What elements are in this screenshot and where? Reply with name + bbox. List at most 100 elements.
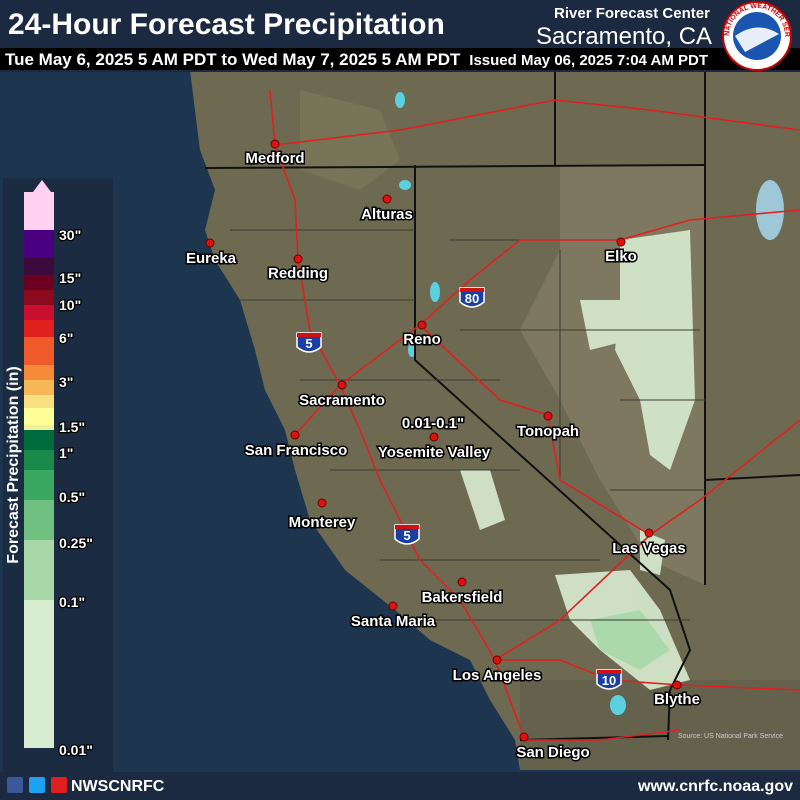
legend-label: 0.1" [59,594,85,610]
legend-band [24,365,54,380]
date-bar [0,48,800,70]
plateau-terrain [300,90,400,190]
precip-area [640,530,665,575]
legend-label: 0.5" [59,489,85,505]
city-label: Reno [403,331,441,348]
city-dot [337,380,347,390]
legend-band [24,600,54,748]
legend-label: 6" [59,330,73,346]
interstate-shield [596,669,622,690]
legend-band [24,500,54,540]
issued-time: Issued May 06, 2025 7:04 AM PDT [469,52,708,69]
city-label: San Francisco [245,442,348,459]
legend-label: 0.25" [59,535,93,551]
shield-number: 80 [465,291,479,306]
twitter-icon[interactable] [29,777,45,793]
legend-band [24,290,54,305]
city-dot [519,732,529,742]
city-label: Blythe [654,691,700,708]
shield-number: 5 [403,528,410,543]
city-dot [644,528,654,538]
lake [430,282,440,302]
shield-number: 5 [305,336,312,351]
city-dot [616,237,626,247]
city-label: Los Angeles [453,667,542,684]
legend-title: Forecast Precipitation (in) [5,366,22,563]
city-dot [388,601,398,611]
precip-area [615,230,695,470]
footer-bar [0,772,800,800]
city-label: Las Vegas [612,540,685,557]
legend: Forecast Precipitation (in) 30" 15" 10" 6" 3… [3,178,113,772]
legend-band [24,320,54,337]
highway [274,99,800,146]
lake [756,180,784,240]
city-dot [270,139,280,149]
city-dot [672,680,682,690]
legend-top [24,192,54,230]
precip-area-higher [590,610,670,670]
shield-top [460,288,484,292]
legend-label: 1" [59,445,73,461]
website-url[interactable]: www.cnrfc.noaa.gov [637,778,793,795]
youtube-icon[interactable] [51,777,67,793]
city-label: Yosemite Valley [378,444,491,461]
legend-band [24,380,54,395]
legend-label: 1.5" [59,419,85,435]
city-dot [543,411,553,421]
source-note: Source: US National Park Service [678,733,783,740]
city-dot [205,238,215,248]
city-dot [492,655,502,665]
legend-label: 3" [59,374,73,390]
city-dot [417,320,427,330]
city-label: San Diego [516,744,589,761]
interstate-shield [459,287,485,308]
legend-band [24,395,54,408]
legend-band [24,275,54,290]
legend-band [24,258,54,275]
center-name: River Forecast Center [554,5,710,22]
legend-bg [3,178,113,772]
city-label: Elko [605,248,637,265]
logo-cloud [735,27,779,52]
mexico-terrain [520,680,800,770]
city-dot [457,577,467,587]
legend-label: 10" [59,297,81,313]
legend-band [24,430,54,450]
city-label: Bakersfield [422,589,503,606]
border [704,474,800,481]
border [204,164,706,169]
interstate-shield [296,332,322,353]
shield-top [297,333,321,337]
lake [399,180,411,190]
legend-band [24,305,54,320]
legend-label: 0.01" [59,742,93,758]
shield-top [395,525,419,529]
shield-top [597,670,621,674]
legend-band [24,408,54,425]
legend-band [24,425,54,430]
interstate-shield [394,524,420,545]
city-dot [429,432,439,442]
social-handle[interactable]: NWSCNRFC [71,778,165,795]
city-label: Sacramento [299,392,385,409]
city-label: Redding [268,265,328,282]
shield-number: 10 [602,673,616,688]
city-dot [293,254,303,264]
precip-annotation: 0.01-0.1" [402,415,464,432]
city-dot [382,194,392,204]
city-dot [317,498,327,508]
title: 24-Hour Forecast Precipitation [8,8,445,41]
valid-period: Tue May 6, 2025 5 AM PDT to Wed May 7, 2… [5,50,461,69]
lake [610,695,626,715]
precip-area [580,300,630,350]
county-border [230,229,705,621]
lake [395,92,405,108]
legend-label: 15" [59,270,81,286]
city-dot [290,430,300,440]
facebook-icon[interactable] [7,777,23,793]
center-location: Sacramento, CA [536,23,712,50]
city-label: Santa Maria [351,613,436,630]
